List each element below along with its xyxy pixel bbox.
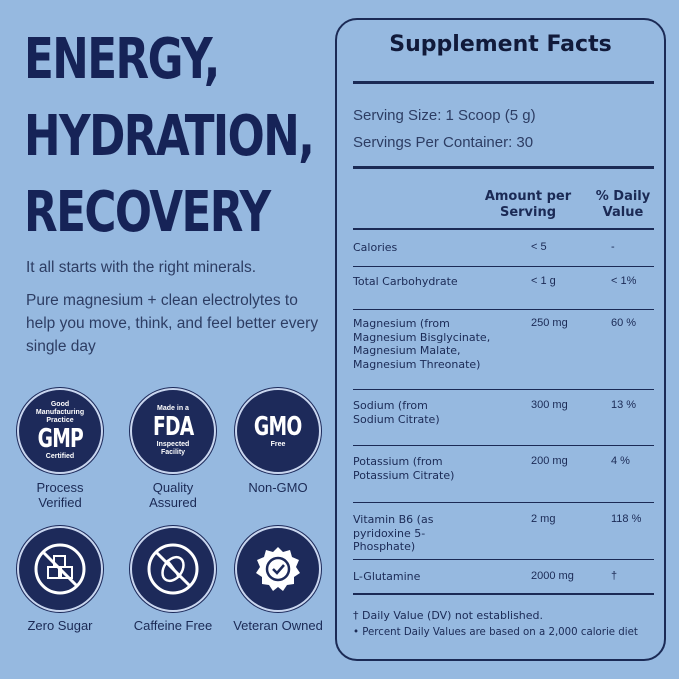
divider [353, 166, 654, 169]
check-seal-icon [235, 526, 321, 612]
footnote-dv: † Daily Value (DV) not established. [353, 609, 544, 622]
panel-title: Supplement Facts [389, 32, 612, 57]
fda-seal-icon: Made in a FDA Inspected Facility [130, 388, 216, 474]
badge-label: Caffeine Free [133, 618, 213, 633]
table-row: Sodium (from Sodium Citrate) 300 mg 13 % [353, 389, 654, 445]
badge-label: Quality Assured [149, 480, 197, 510]
table-row: Calories < 5 - [353, 241, 615, 254]
tagline: It all starts with the right minerals. [26, 259, 256, 276]
serving-size: Serving Size: 1 Scoop (5 g) [353, 107, 536, 124]
badge-gmp: Good Manufacturing Practice GMP Certifie… [15, 388, 105, 510]
table-row: Vitamin B6 (as pyridoxine 5-Phosphate) 2… [353, 502, 654, 559]
divider [353, 593, 654, 595]
table-row: Total Carbohydrate < 1 g < 1% [353, 266, 654, 309]
headline-line-3: RECOVERY [24, 180, 271, 246]
headline-line-1: ENERGY, [24, 27, 220, 92]
badge-label: Process Verified [36, 480, 84, 510]
headline: ENERGY, HYDRATION, RECOVERY [24, 22, 315, 252]
divider [353, 228, 654, 230]
badge-label: Non-GMO [248, 480, 308, 495]
table-row: Magnesium (from Magnesium Bisglycinate, … [353, 309, 654, 389]
badge-non-gmo: GMO Free Non-GMO [233, 388, 323, 495]
gmp-seal-icon: Good Manufacturing Practice GMP Certifie… [17, 388, 103, 474]
headline-line-2: HYDRATION, [24, 103, 315, 169]
description: Pure magnesium + clean electrolytes to h… [26, 292, 319, 355]
col-dv-header: % Daily Value [595, 189, 651, 220]
no-sugar-cubes-icon [17, 526, 103, 612]
col-amount-header: Amount per Serving [484, 189, 572, 220]
servings-per-container: Servings Per Container: 30 [353, 134, 534, 151]
badge-label: Zero Sugar [27, 618, 93, 633]
table-row: L-Glutamine 2000 mg † [353, 559, 654, 593]
badge-caffeine-free: Caffeine Free [128, 526, 218, 633]
badge-fda: Made in a FDA Inspected Facility Quality… [128, 388, 218, 510]
footnote-calories: • Percent Daily Values are based on a 2,… [353, 627, 638, 638]
badge-veteran-owned: Veteran Owned [233, 526, 323, 633]
badge-zero-sugar: Zero Sugar [15, 526, 105, 633]
gmo-free-icon: GMO Free [235, 388, 321, 474]
table-row: Potassium (from Potassium Citrate) 200 m… [353, 445, 654, 502]
divider [353, 81, 654, 84]
supplement-facts-panel: Supplement Facts Serving Size: 1 Scoop (… [335, 18, 666, 661]
badge-label: Veteran Owned [233, 618, 323, 633]
no-coffee-bean-icon [130, 526, 216, 612]
